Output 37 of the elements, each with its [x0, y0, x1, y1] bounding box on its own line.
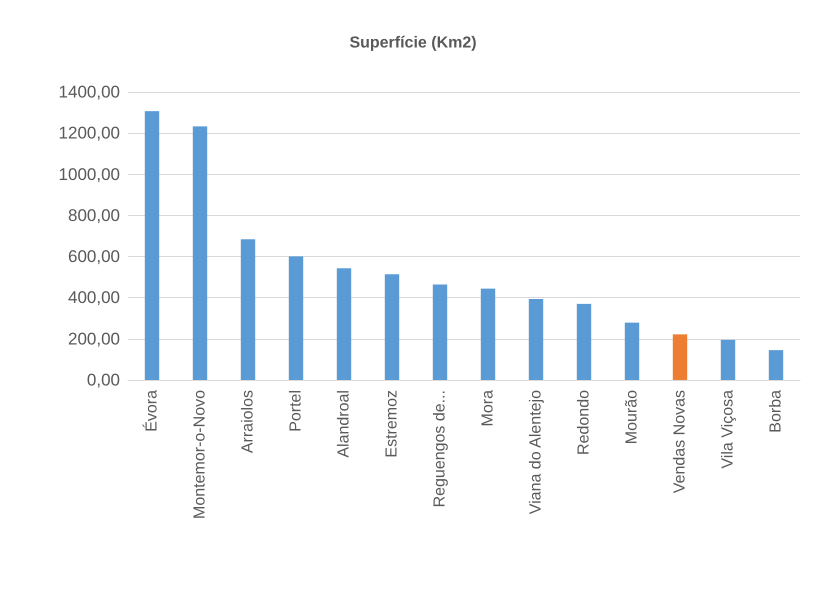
bar [576, 304, 592, 380]
bar [624, 322, 640, 380]
bar [240, 239, 256, 380]
bar [432, 284, 448, 380]
bar [336, 268, 352, 380]
x-tick-label: Redondo [576, 390, 592, 455]
bar [768, 350, 784, 380]
y-tick-label: 400,00 [68, 288, 120, 308]
x-tick-label: Mora [480, 390, 496, 426]
bar [384, 274, 400, 380]
y-tick-label: 600,00 [68, 247, 120, 266]
x-tick-label: Reguengos de... [432, 390, 448, 508]
bar [720, 340, 736, 380]
x-tick-label: Évora [142, 390, 160, 432]
x-tick-label: Vendas Novas [672, 390, 688, 494]
x-tick-label: Viana do Alentejo [528, 390, 544, 514]
x-tick-label: Alandroal [336, 390, 352, 458]
x-tick-label: Estremoz [384, 390, 400, 458]
y-tick-label: 1200,00 [58, 124, 120, 143]
bar [672, 334, 688, 380]
bar [144, 111, 160, 380]
bar [528, 298, 544, 380]
y-tick-label: 0,00 [86, 370, 120, 390]
x-tick-label: Arraiolos [240, 390, 256, 454]
y-tick-label: 200,00 [68, 329, 120, 348]
x-tick-label: Montemor-o-Novo [192, 390, 208, 519]
y-tick-label: 1000,00 [58, 164, 120, 184]
chart-title: Superfície (Km2) [349, 34, 477, 52]
y-tick-label: 1400,00 [58, 82, 120, 102]
y-tick-label: 800,00 [68, 206, 120, 225]
bar [480, 288, 496, 380]
bar [192, 126, 208, 380]
x-tick-label: Borba [768, 390, 784, 433]
bar [288, 256, 304, 380]
x-tick-label: Vila Viçosa [720, 390, 736, 469]
x-tick-label: Mourão [624, 390, 640, 444]
x-tick-label: Portel [288, 390, 304, 432]
